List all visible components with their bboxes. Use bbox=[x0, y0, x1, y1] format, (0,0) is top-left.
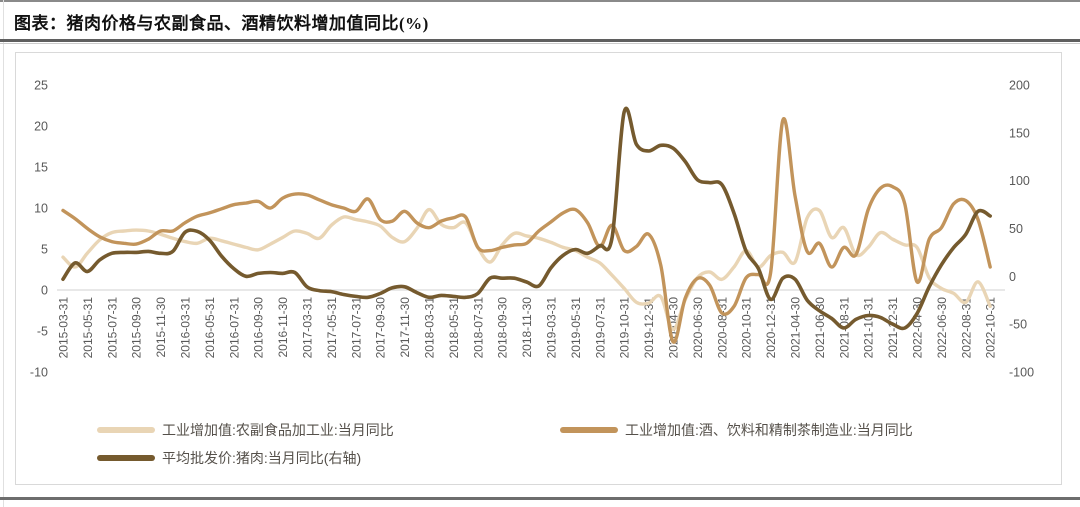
x-axis-tick-label: 2022-10-31 bbox=[984, 297, 998, 359]
series-line-jiu bbox=[61, 116, 992, 344]
y-axis-left-tick-label: 25 bbox=[34, 79, 48, 93]
title-divider bbox=[0, 39, 1080, 42]
x-axis-tick-label: 2019-03-31 bbox=[545, 297, 559, 359]
x-axis-tick-label: 2022-06-30 bbox=[935, 297, 949, 359]
title-divider-shadow bbox=[0, 43, 1080, 44]
page-edge-line bbox=[3, 0, 4, 507]
x-axis-tick-label: 2017-03-31 bbox=[301, 297, 315, 359]
y-axis-right-tick-label: 150 bbox=[1009, 126, 1030, 140]
x-axis-tick-label: 2018-11-30 bbox=[520, 297, 534, 358]
legend-label-nongfu: 工业增加值:农副食品加工业:当月同比 bbox=[162, 422, 394, 438]
x-axis-tick-label: 2015-07-31 bbox=[105, 297, 119, 359]
y-axis-left-tick-label: 5 bbox=[41, 243, 48, 257]
x-axis-tick-label: 2021-04-30 bbox=[789, 297, 803, 359]
legend-swatch-nongfu bbox=[97, 427, 155, 433]
y-axis-right-tick-label: 50 bbox=[1009, 222, 1023, 236]
x-axis-tick-label: 2021-10-31 bbox=[862, 297, 876, 359]
x-axis-tick-label: 2015-09-30 bbox=[130, 297, 144, 359]
bottom-divider bbox=[0, 497, 1080, 500]
x-axis-tick-label: 2022-08-31 bbox=[959, 297, 973, 359]
x-axis-tick-label: 2018-09-30 bbox=[496, 297, 510, 359]
y-axis-right-tick-label: 100 bbox=[1009, 174, 1030, 188]
y-axis-right-tick-label: -50 bbox=[1009, 318, 1027, 332]
y-axis-left-tick-label: 0 bbox=[41, 284, 48, 298]
x-axis-tick-label: 2020-06-30 bbox=[691, 297, 705, 359]
x-axis-tick-label: 2015-03-31 bbox=[57, 297, 71, 359]
y-axis-left-tick-label: 20 bbox=[34, 120, 48, 134]
x-axis-tick-label: 2019-10-31 bbox=[618, 297, 632, 359]
legend-item-nongfu[interactable]: 工业增加值:农副食品加工业:当月同比 bbox=[97, 421, 394, 439]
legend-swatch-jiu bbox=[560, 427, 618, 433]
y-axis-left-tick-label: 15 bbox=[34, 161, 48, 175]
legend-item-zhurou[interactable]: 平均批发价:猪肉:当月同比(右轴) bbox=[97, 449, 361, 467]
x-axis-tick-label: 2017-09-30 bbox=[374, 297, 388, 359]
x-axis-tick-label: 2015-11-30 bbox=[154, 297, 168, 358]
x-axis-tick-label: 2022-04-30 bbox=[911, 297, 925, 359]
y-axis-right-tick-label: 0 bbox=[1009, 270, 1016, 284]
x-axis-tick-label: 2020-10-31 bbox=[740, 297, 754, 359]
x-axis-tick-label: 2020-12-31 bbox=[764, 297, 778, 359]
x-axis-tick-label: 2016-09-30 bbox=[252, 297, 266, 359]
y-axis-left-tick-label: 10 bbox=[34, 202, 48, 216]
x-axis-tick-label: 2016-11-30 bbox=[276, 297, 290, 358]
x-axis-tick-label: 2017-05-31 bbox=[325, 297, 339, 359]
legend-item-jiu[interactable]: 工业增加值:酒、饮料和精制茶制造业:当月同比 bbox=[560, 421, 913, 439]
top-divider bbox=[0, 0, 1080, 2]
x-axis-tick-label: 2018-05-31 bbox=[447, 297, 461, 359]
y-axis-left-tick-label: -5 bbox=[37, 325, 48, 339]
x-axis-tick-label: 2016-05-31 bbox=[203, 297, 217, 359]
x-axis-tick-label: 2016-03-31 bbox=[179, 297, 193, 359]
y-axis-left-tick-label: -10 bbox=[30, 366, 48, 380]
legend-swatch-zhurou bbox=[97, 455, 155, 461]
series-line-nongfu bbox=[61, 207, 992, 332]
x-axis-tick-label: 2020-08-31 bbox=[715, 297, 729, 359]
x-axis-tick-label: 2018-03-31 bbox=[423, 297, 437, 359]
x-axis-tick-label: 2015-05-31 bbox=[81, 297, 95, 359]
legend-label-zhurou: 平均批发价:猪肉:当月同比(右轴) bbox=[162, 450, 362, 466]
y-axis-right-tick-label: 200 bbox=[1009, 79, 1030, 93]
x-axis-tick-label: 2019-05-31 bbox=[569, 297, 583, 359]
x-axis-tick-label: 2021-12-31 bbox=[886, 297, 900, 359]
series-line-zhurou bbox=[61, 106, 992, 331]
x-axis-tick-label: 2017-07-31 bbox=[349, 297, 363, 359]
x-axis-tick-label: 2016-07-31 bbox=[227, 297, 241, 359]
x-axis-tick-label: 2019-12-31 bbox=[642, 297, 656, 359]
x-axis-tick-label: 2020-04-30 bbox=[667, 297, 681, 359]
y-axis-right-tick-label: -100 bbox=[1009, 366, 1034, 380]
x-axis-tick-label: 2019-07-31 bbox=[593, 297, 607, 359]
chart-title: 图表：猪肉价格与农副食品、酒精饮料增加值同比(%) bbox=[14, 14, 429, 33]
x-axis-tick-label: 2017-11-30 bbox=[398, 297, 412, 358]
chart-plot-frame bbox=[15, 52, 1062, 485]
legend-label-jiu: 工业增加值:酒、饮料和精制茶制造业:当月同比 bbox=[625, 422, 913, 438]
x-axis-tick-label: 2018-07-31 bbox=[471, 297, 485, 359]
